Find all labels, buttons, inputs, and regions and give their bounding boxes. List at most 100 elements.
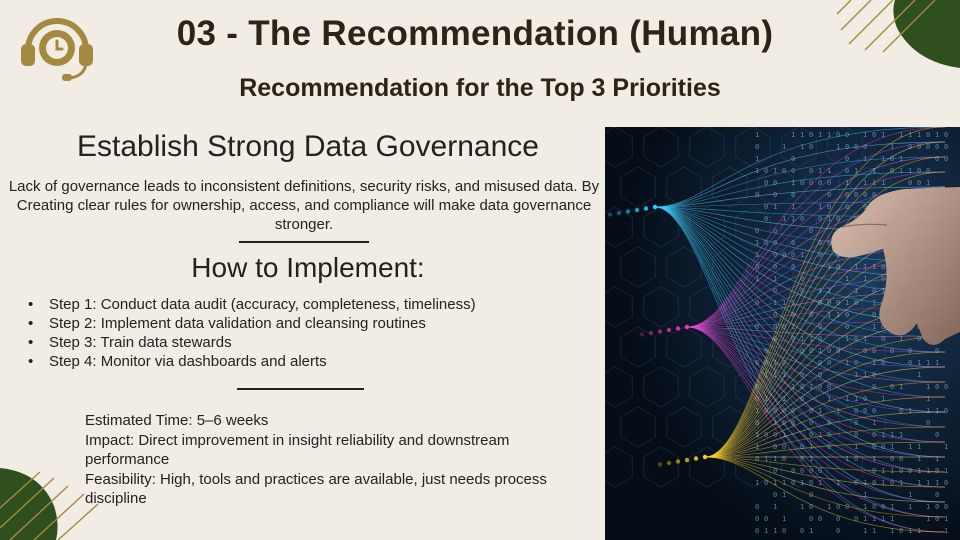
svg-text:0: 0	[845, 323, 849, 331]
svg-text:0: 0	[917, 335, 921, 343]
svg-text:0: 0	[773, 287, 777, 295]
svg-text:1: 1	[863, 503, 867, 511]
impact: Impact: Direct improvement in insight re…	[85, 431, 510, 469]
svg-text:1: 1	[854, 167, 858, 175]
svg-text:0: 0	[773, 311, 777, 319]
svg-text:0: 0	[818, 239, 822, 247]
estimated-time: Estimated Time: 5–6 weeks	[85, 412, 269, 429]
svg-text:1: 1	[899, 131, 903, 139]
svg-text:1: 1	[818, 203, 822, 211]
svg-text:1: 1	[899, 167, 903, 175]
svg-text:0: 0	[899, 407, 903, 415]
svg-text:0: 0	[917, 167, 921, 175]
svg-text:0: 0	[755, 323, 759, 331]
svg-text:0: 0	[872, 347, 876, 355]
svg-text:0: 0	[881, 275, 885, 283]
svg-text:1: 1	[818, 347, 822, 355]
svg-text:0: 0	[827, 239, 831, 247]
svg-text:1: 1	[827, 311, 831, 319]
svg-text:0: 0	[926, 419, 930, 427]
svg-text:1: 1	[755, 239, 759, 247]
svg-text:0: 0	[809, 467, 813, 475]
svg-text:1: 1	[809, 383, 813, 391]
svg-text:0: 0	[827, 419, 831, 427]
step-text: Step 4: Monitor via dashboards and alert…	[49, 353, 327, 370]
svg-text:1: 1	[926, 359, 930, 367]
svg-text:0: 0	[827, 179, 831, 187]
svg-text:0: 0	[755, 227, 759, 235]
svg-text:0: 0	[845, 311, 849, 319]
svg-text:0: 0	[791, 467, 795, 475]
svg-text:0: 0	[791, 479, 795, 487]
svg-text:0: 0	[800, 275, 804, 283]
svg-text:0: 0	[926, 167, 930, 175]
svg-text:0: 0	[800, 383, 804, 391]
svg-text:1: 1	[881, 131, 885, 139]
svg-text:0: 0	[800, 467, 804, 475]
svg-text:0: 0	[890, 155, 894, 163]
svg-text:1: 1	[782, 371, 786, 379]
headset-clock-icon	[21, 18, 93, 81]
svg-text:1: 1	[818, 479, 822, 487]
svg-text:1: 1	[818, 131, 822, 139]
svg-text:1: 1	[845, 359, 849, 367]
svg-text:1: 1	[926, 179, 930, 187]
svg-text:0: 0	[800, 371, 804, 379]
svg-text:0: 0	[917, 179, 921, 187]
svg-text:1: 1	[872, 263, 876, 271]
svg-text:1: 1	[800, 143, 804, 151]
svg-text:0: 0	[773, 263, 777, 271]
svg-text:0: 0	[764, 239, 768, 247]
svg-text:0: 0	[926, 143, 930, 151]
svg-text:0: 0	[791, 263, 795, 271]
svg-text:0: 0	[836, 527, 840, 535]
svg-text:0: 0	[908, 143, 912, 151]
svg-text:0: 0	[791, 251, 795, 259]
svg-text:0: 0	[935, 155, 939, 163]
svg-text:1: 1	[944, 515, 948, 523]
svg-text:1: 1	[881, 179, 885, 187]
svg-text:1: 1	[818, 431, 822, 439]
svg-text:0: 0	[773, 407, 777, 415]
svg-text:0: 0	[872, 479, 876, 487]
svg-text:1: 1	[944, 467, 948, 475]
svg-text:1: 1	[863, 479, 867, 487]
svg-text:0: 0	[854, 455, 858, 463]
svg-text:0: 0	[845, 503, 849, 511]
svg-text:1: 1	[764, 395, 768, 403]
svg-text:1: 1	[872, 299, 876, 307]
svg-text:1: 1	[863, 263, 867, 271]
svg-text:1: 1	[809, 443, 813, 451]
svg-text:0: 0	[800, 395, 804, 403]
svg-text:0: 0	[845, 191, 849, 199]
svg-text:1: 1	[845, 275, 849, 283]
svg-text:1: 1	[809, 455, 813, 463]
svg-text:0: 0	[782, 527, 786, 535]
svg-text:0: 0	[836, 215, 840, 223]
svg-text:0: 0	[800, 179, 804, 187]
svg-text:0: 0	[818, 179, 822, 187]
svg-text:1: 1	[908, 167, 912, 175]
svg-text:1: 1	[755, 275, 759, 283]
svg-text:0: 0	[755, 191, 759, 199]
svg-text:0: 0	[773, 323, 777, 331]
svg-text:0: 0	[827, 191, 831, 199]
svg-text:1: 1	[773, 527, 777, 535]
svg-text:1: 1	[845, 299, 849, 307]
svg-text:0: 0	[809, 227, 813, 235]
svg-text:1: 1	[782, 215, 786, 223]
svg-text:1: 1	[890, 527, 894, 535]
svg-text:1: 1	[800, 335, 804, 343]
svg-text:1: 1	[791, 131, 795, 139]
svg-text:0: 0	[818, 215, 822, 223]
svg-text:1: 1	[863, 179, 867, 187]
corner-decoration	[836, 0, 960, 68]
svg-text:1: 1	[926, 515, 930, 523]
svg-text:1: 1	[863, 527, 867, 535]
svg-text:1: 1	[836, 407, 840, 415]
svg-text:1: 1	[881, 479, 885, 487]
svg-text:1: 1	[899, 335, 903, 343]
svg-text:1: 1	[926, 479, 930, 487]
svg-text:0: 0	[908, 179, 912, 187]
list-item: • Step 4: Monitor via dashboards and aler…	[28, 352, 598, 371]
